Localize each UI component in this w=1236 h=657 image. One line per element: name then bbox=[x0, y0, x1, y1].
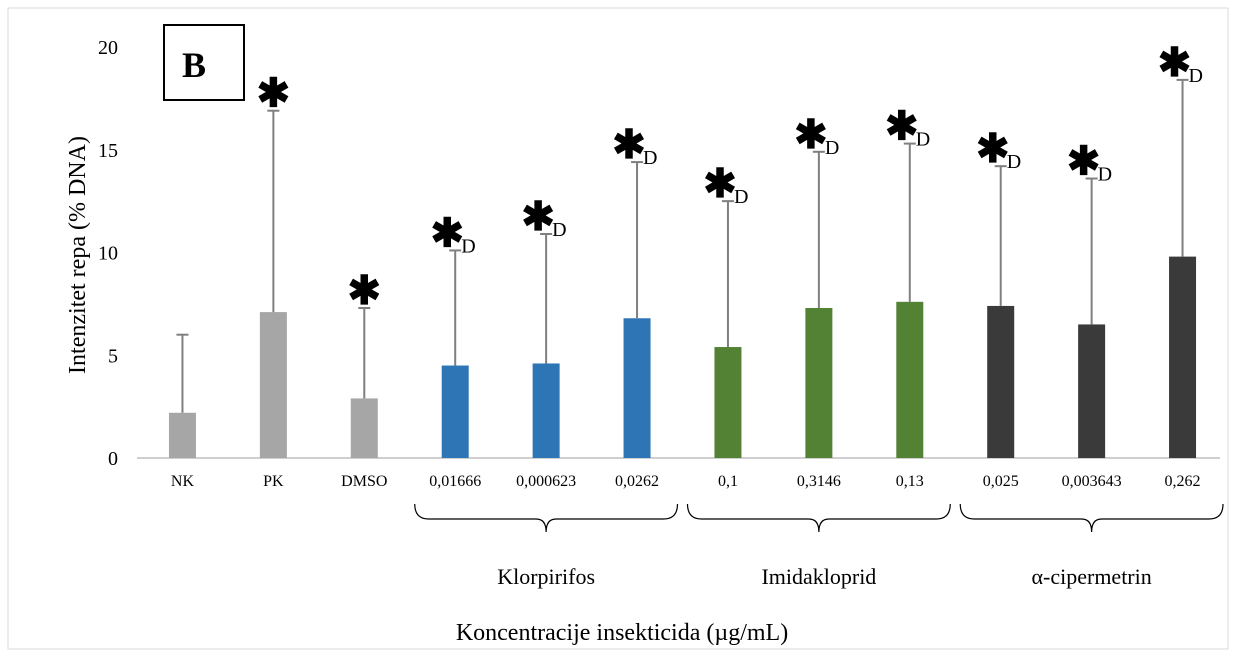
significance-annotation: ✱D bbox=[430, 210, 475, 257]
group-brace bbox=[414, 503, 679, 533]
letter-d-mark: D bbox=[734, 186, 748, 208]
x-tick-label: 0,025 bbox=[983, 473, 1019, 490]
y-tick-label: 5 bbox=[108, 345, 118, 367]
bar bbox=[441, 365, 469, 458]
asterisk-mark: ✱ bbox=[257, 71, 291, 116]
annotations-layer: ✱✱✱D✱D✱D✱D✱D ✱D ✱D ✱D✱D bbox=[257, 40, 1203, 313]
significance-annotation: ✱D bbox=[1158, 40, 1203, 87]
x-tick-label: 0,13 bbox=[896, 473, 924, 490]
significance-annotation: ✱D bbox=[976, 126, 1021, 173]
asterisk-mark: ✱ bbox=[430, 210, 464, 255]
letter-d-mark: D bbox=[1189, 65, 1203, 87]
asterisk-mark: ✱ bbox=[1158, 40, 1192, 85]
x-tick-label: PK bbox=[263, 473, 284, 490]
significance-annotation: ✱D bbox=[703, 161, 748, 208]
bar bbox=[714, 347, 742, 458]
axes: 0 5 10 15 20 NK PK DMSO 0,01666 0,000623 0,0262 0,1… bbox=[98, 37, 1220, 490]
asterisk-mark: ✱ bbox=[976, 126, 1010, 171]
bar bbox=[259, 312, 287, 458]
x-tick-label: 0,01666 bbox=[429, 473, 481, 490]
x-tick-label: NK bbox=[171, 473, 195, 490]
letter-d-mark: D bbox=[461, 235, 475, 257]
letter-d-mark: D bbox=[1098, 164, 1112, 186]
y-tick-label: 10 bbox=[98, 243, 118, 265]
group-brackets-layer: Klorpirifos Imidakloprid α-cipermetrin bbox=[414, 503, 1224, 589]
letter-d-mark: D bbox=[825, 137, 839, 159]
bar bbox=[168, 412, 196, 458]
group-brace bbox=[686, 503, 951, 533]
bar bbox=[350, 398, 378, 458]
letter-d-mark: D bbox=[916, 129, 930, 151]
x-tick-label: 0,3146 bbox=[797, 473, 841, 490]
y-tick-label: 15 bbox=[98, 140, 118, 162]
panel-label: B bbox=[182, 45, 206, 85]
asterisk-mark: ✱ bbox=[794, 112, 828, 157]
group-label: Klorpirifos bbox=[497, 564, 595, 589]
error-bars-layer bbox=[176, 78, 1189, 413]
bar bbox=[623, 318, 651, 458]
bar bbox=[1169, 256, 1197, 458]
significance-annotation: ✱ bbox=[348, 268, 382, 313]
asterisk-mark: ✱ bbox=[521, 194, 555, 239]
x-tick-label: 0,1 bbox=[718, 473, 738, 490]
bar bbox=[987, 305, 1015, 458]
bar bbox=[896, 301, 924, 458]
letter-d-mark: D bbox=[1007, 151, 1021, 173]
asterisk-mark: ✱ bbox=[612, 122, 646, 167]
bar bbox=[532, 363, 560, 458]
x-tick-label: 0,003643 bbox=[1062, 473, 1122, 490]
significance-annotation: ✱D bbox=[521, 194, 566, 241]
y-tick-label: 20 bbox=[98, 37, 118, 59]
chart-frame bbox=[7, 7, 1229, 650]
significance-annotation: ✱D bbox=[612, 122, 657, 169]
letter-d-mark: D bbox=[552, 219, 566, 241]
asterisk-mark: ✱ bbox=[1067, 139, 1101, 184]
group-label: α-cipermetrin bbox=[1032, 564, 1152, 589]
panel-label-box: B bbox=[163, 24, 245, 101]
significance-annotation: ✱D bbox=[885, 104, 930, 151]
bars-layer bbox=[168, 256, 1197, 458]
x-tick-label: DMSO bbox=[341, 473, 387, 490]
x-axis-title: Koncentracije insekticida (µg/mL) bbox=[456, 620, 788, 646]
x-tick-label: 0,000623 bbox=[516, 473, 576, 490]
asterisk-mark: ✱ bbox=[885, 104, 919, 149]
group-label: Imidakloprid bbox=[761, 564, 876, 589]
x-tick-label: 0,0262 bbox=[615, 473, 659, 490]
significance-annotation: ✱ bbox=[257, 71, 291, 116]
group-brace bbox=[959, 503, 1224, 533]
asterisk-mark: ✱ bbox=[703, 161, 737, 206]
letter-d-mark: D bbox=[643, 147, 657, 169]
y-tick-label: 0 bbox=[108, 448, 118, 470]
significance-annotation: ✱D bbox=[1067, 139, 1112, 186]
y-axis-title: Intenzitet repa (% DNA) bbox=[65, 136, 91, 374]
bar bbox=[805, 307, 833, 458]
x-tick-label: 0,262 bbox=[1165, 473, 1201, 490]
significance-annotation: ✱D bbox=[794, 112, 839, 159]
bar bbox=[1078, 324, 1106, 458]
asterisk-mark: ✱ bbox=[348, 268, 382, 313]
